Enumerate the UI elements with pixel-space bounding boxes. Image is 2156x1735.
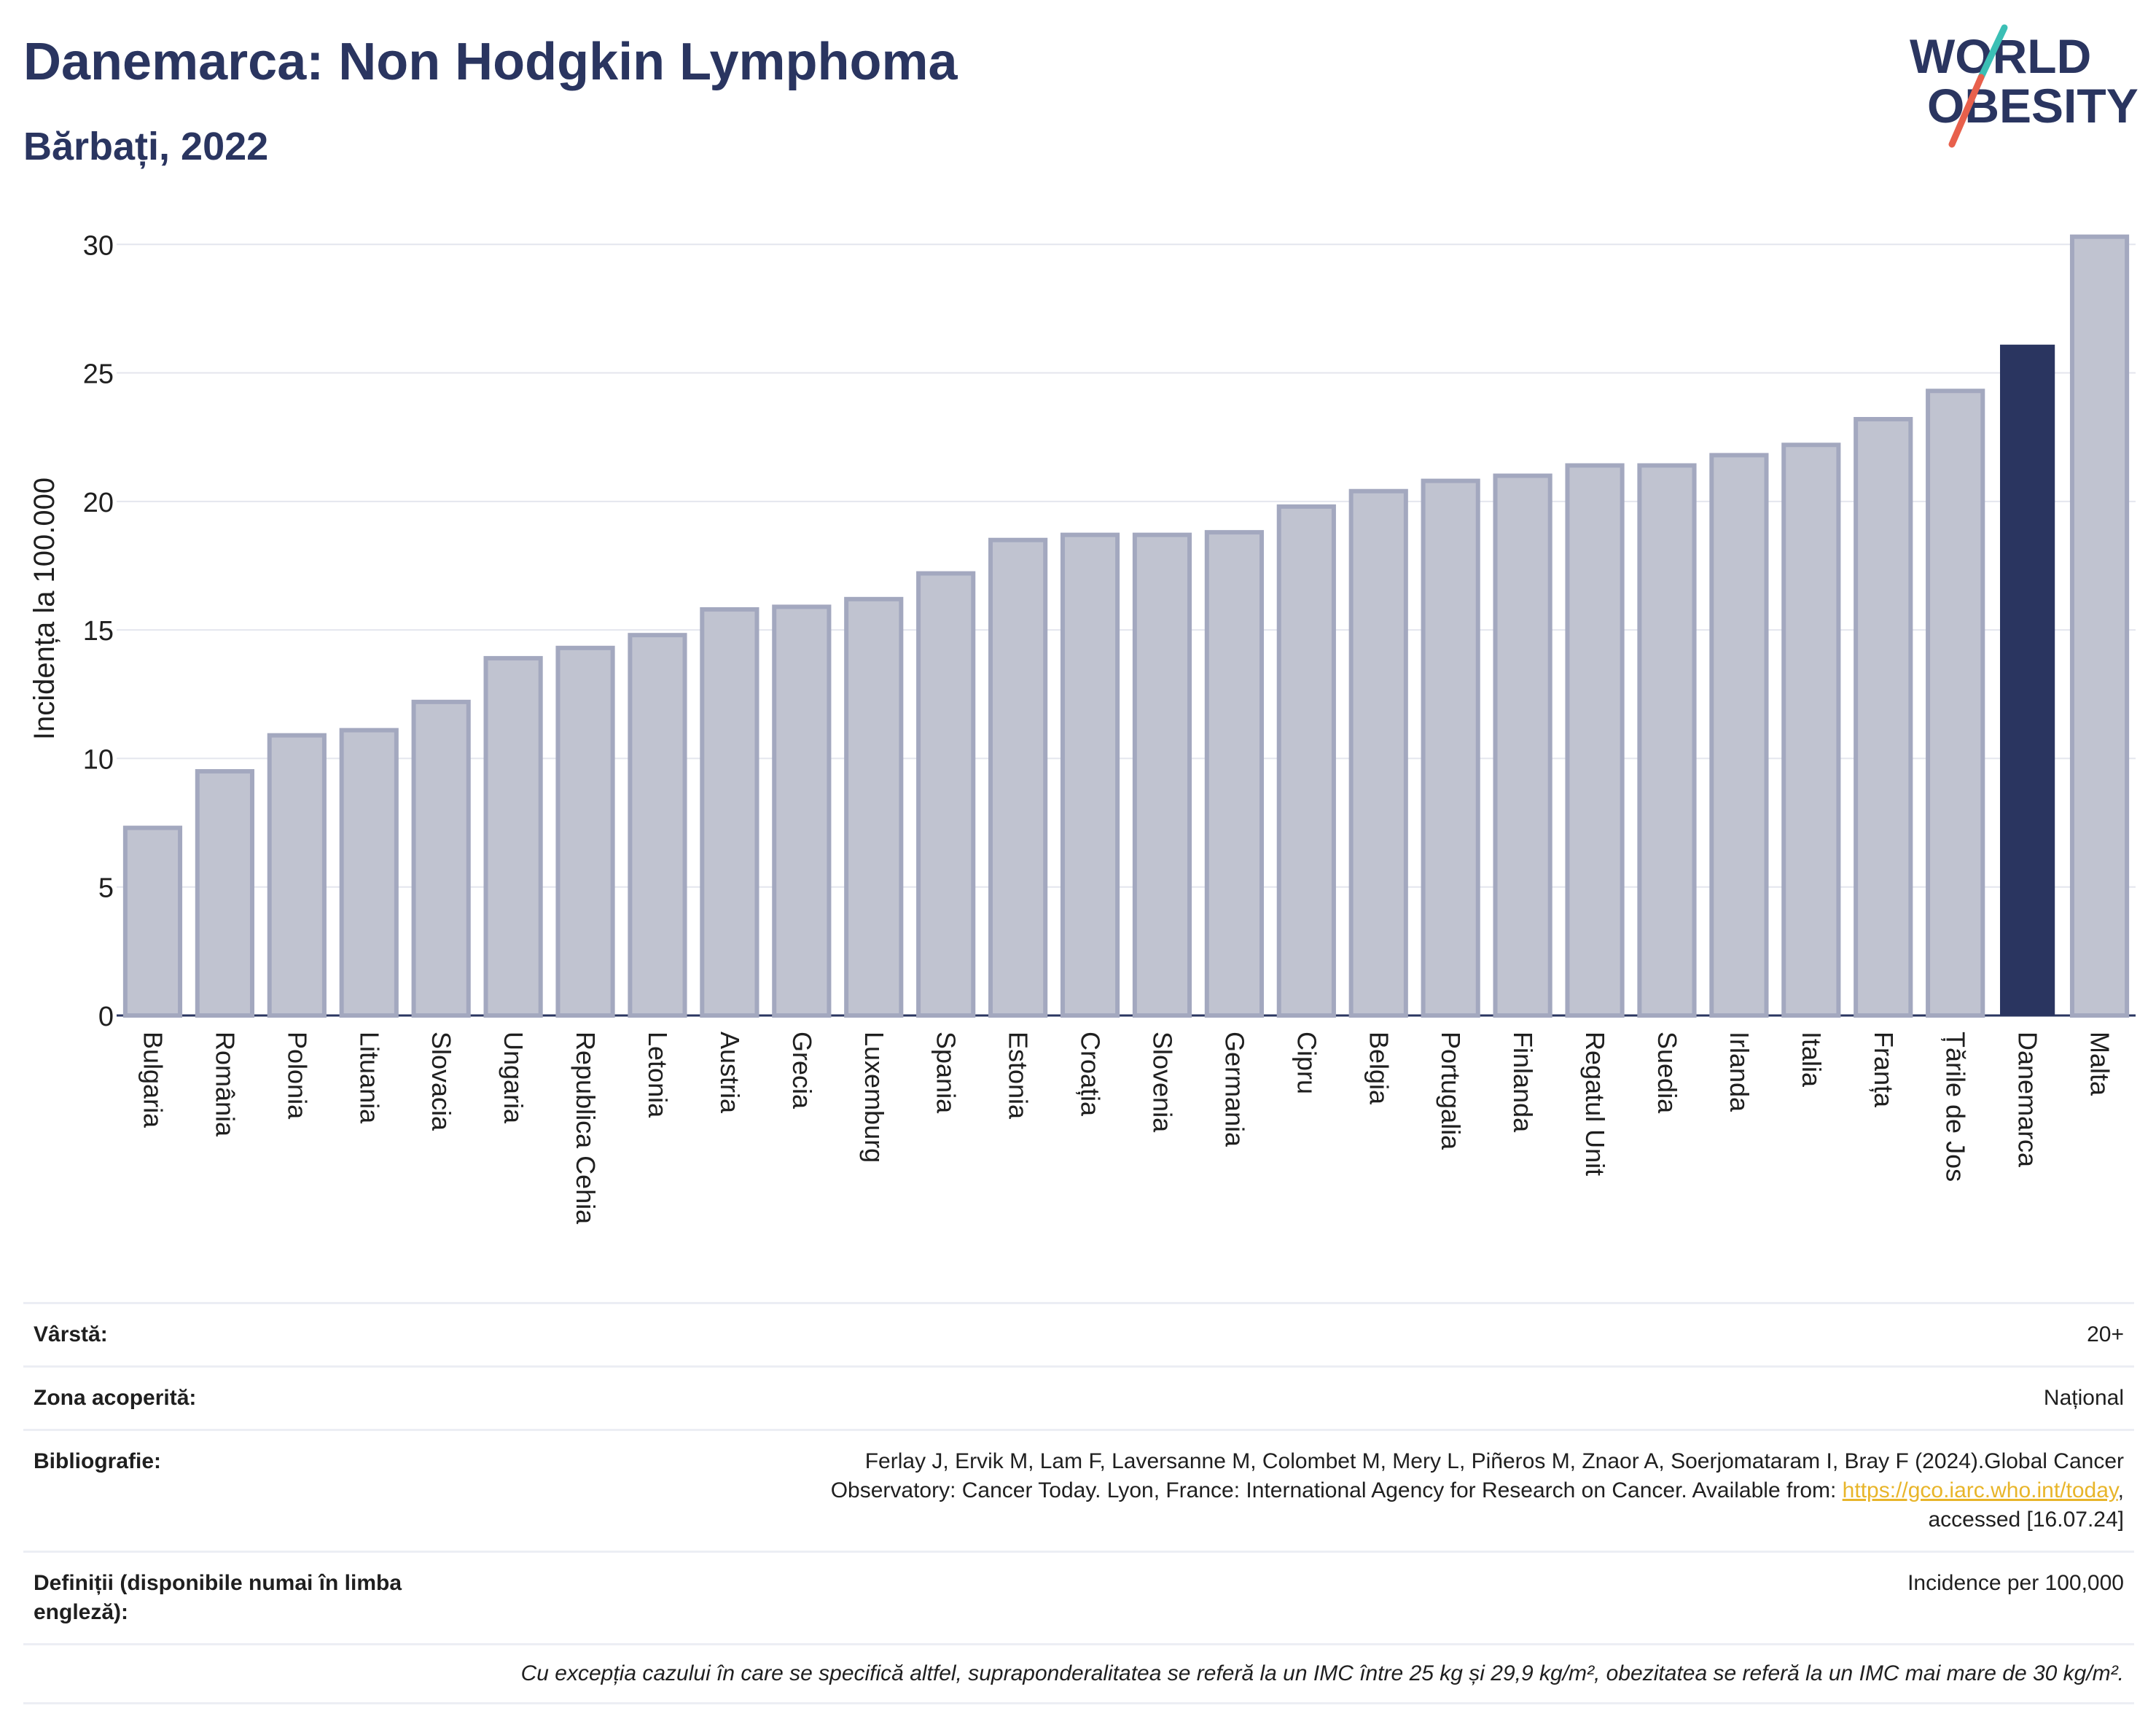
bibliography-label: Bibliografie: [34, 1449, 162, 1473]
x-tick-label: Slovacia [426, 1032, 456, 1131]
x-tick-label: Belgia [1364, 1032, 1394, 1105]
bar-highlight [2000, 344, 2055, 1015]
x-tick-label: Malta [2085, 1032, 2115, 1096]
bar [1926, 389, 1985, 1018]
x-tick-label: Suedia [1652, 1032, 1682, 1114]
bibliography-text-4: accessed [16.07.24] [1928, 1508, 2124, 1532]
y-tick-label: 25 [83, 359, 114, 390]
bar [122, 825, 183, 1018]
y-tick-label: 5 [98, 873, 114, 904]
x-tick-label: Germania [1219, 1032, 1249, 1147]
info-row-definitions: Definiții (disponibile numai în limba en… [23, 1551, 2134, 1643]
x-tick-label: Finlanda [1508, 1032, 1538, 1133]
bar [772, 604, 832, 1018]
x-tick-label: Letonia [643, 1032, 673, 1118]
logo-slash-teal [1977, 24, 2008, 81]
x-tick-label: Lituania [354, 1032, 384, 1124]
bar [628, 633, 687, 1018]
x-tick-label: Franța [1869, 1032, 1899, 1108]
y-tick-labels: 0 5 10 15 20 25 30 [83, 230, 114, 1032]
info-row-age: Vârstă: 20+ [23, 1302, 2134, 1365]
x-tick-label: Estonia [1004, 1032, 1034, 1120]
y-tick-label: 20 [83, 488, 114, 518]
footnote: Cu excepția cazului în care se specifică… [520, 1661, 2124, 1685]
x-tick-label: Regatul Unit [1580, 1032, 1610, 1176]
bar [483, 655, 543, 1018]
bibliography-value: Ferlay J, Ervik M, Lam F, Laversanne M, … [500, 1447, 2124, 1535]
age-label: Vârstă: [34, 1322, 108, 1346]
bibliography-link[interactable]: https://gco.iarc.who.int/today [1842, 1478, 2118, 1502]
bar [1348, 488, 1408, 1018]
bar [916, 571, 976, 1018]
y-tick-label: 0 [98, 1002, 114, 1032]
x-tick-label: Țările de Jos [1941, 1032, 1971, 1182]
chart-title: Danemarca: Non Hodgkin Lymphoma [23, 33, 958, 91]
x-tick-label: Austria [715, 1032, 745, 1114]
bar [267, 733, 327, 1018]
area-label: Zona acoperită: [34, 1386, 197, 1410]
info-row-area: Zona acoperită: Național [23, 1365, 2134, 1429]
y-tick-label: 30 [83, 230, 114, 261]
bar [1060, 532, 1120, 1018]
x-tick-label: Republica Cehia [571, 1032, 601, 1225]
age-value: 20+ [2087, 1322, 2124, 1346]
world-obesity-logo: WORLD OBESITY [1910, 24, 2139, 148]
y-tick-label: 10 [83, 744, 114, 775]
x-tick-label: Portugalia [1436, 1032, 1466, 1150]
bibliography-text-2: Observatory: Cancer Today. Lyon, France:… [830, 1478, 1843, 1502]
y-axis-label: Incidența la 100.000 [28, 477, 60, 740]
x-tick-labels: Bulgaria România Polonia Lituania Slovacia Un… [138, 1032, 2114, 1225]
bars [122, 234, 2130, 1018]
bar [411, 699, 471, 1018]
bar [988, 537, 1048, 1018]
x-tick-label: Croația [1076, 1032, 1106, 1117]
bar [555, 645, 615, 1018]
definitions-label: Definiții (disponibile numai în limba en… [34, 1571, 402, 1624]
bar [1421, 478, 1480, 1018]
bar [1781, 442, 1841, 1018]
x-tick-label: Irlanda [1725, 1032, 1754, 1112]
definitions-value: Incidence per 100,000 [1907, 1571, 2124, 1595]
x-tick-label: Polonia [282, 1032, 312, 1120]
x-tick-label: Luxemburg [859, 1032, 889, 1163]
bar-chart: 0 5 10 15 20 25 30 Bulgaria România Polonia Litua… [28, 230, 2136, 1225]
info-table: Vârstă: 20+ Zona acoperită: Național Bib… [23, 1302, 2134, 1704]
x-tick-label: Danemarca [2013, 1032, 2043, 1168]
x-tick-label: Grecia [787, 1032, 817, 1110]
bar [1493, 473, 1552, 1018]
logo-slash-red [1948, 74, 1985, 148]
chart-subtitle: Bărbați, 2022 [23, 125, 269, 168]
bar [844, 596, 904, 1018]
bar [1132, 532, 1192, 1018]
x-tick-label: Cipru [1292, 1032, 1321, 1094]
bibliography-text-1: Ferlay J, Ervik M, Lam F, Laversanne M, … [864, 1449, 2124, 1473]
x-tick-label: Slovenia [1147, 1032, 1177, 1133]
bar [1854, 417, 1913, 1018]
info-row-note: Cu excepția cazului în care se specifică… [23, 1643, 2134, 1704]
bar [195, 769, 254, 1018]
bar [2069, 234, 2130, 1018]
x-tick-label: Spania [931, 1032, 961, 1114]
x-tick-label: Italia [1797, 1032, 1827, 1088]
x-tick-label: România [210, 1032, 240, 1137]
bar [339, 728, 399, 1018]
y-tick-label: 15 [83, 616, 114, 647]
area-value: Național [2043, 1386, 2124, 1410]
info-row-bibliography: Bibliografie: Ferlay J, Ervik M, Lam F, … [23, 1429, 2134, 1551]
bar [1709, 453, 1769, 1018]
bar [1637, 463, 1697, 1018]
x-tick-label: Bulgaria [138, 1032, 168, 1128]
bibliography-comma: , [2117, 1478, 2124, 1502]
bar [700, 607, 759, 1018]
bar [1204, 530, 1264, 1018]
bar [1276, 504, 1336, 1018]
x-tick-label: Ungaria [499, 1032, 528, 1124]
bar [1565, 463, 1625, 1018]
